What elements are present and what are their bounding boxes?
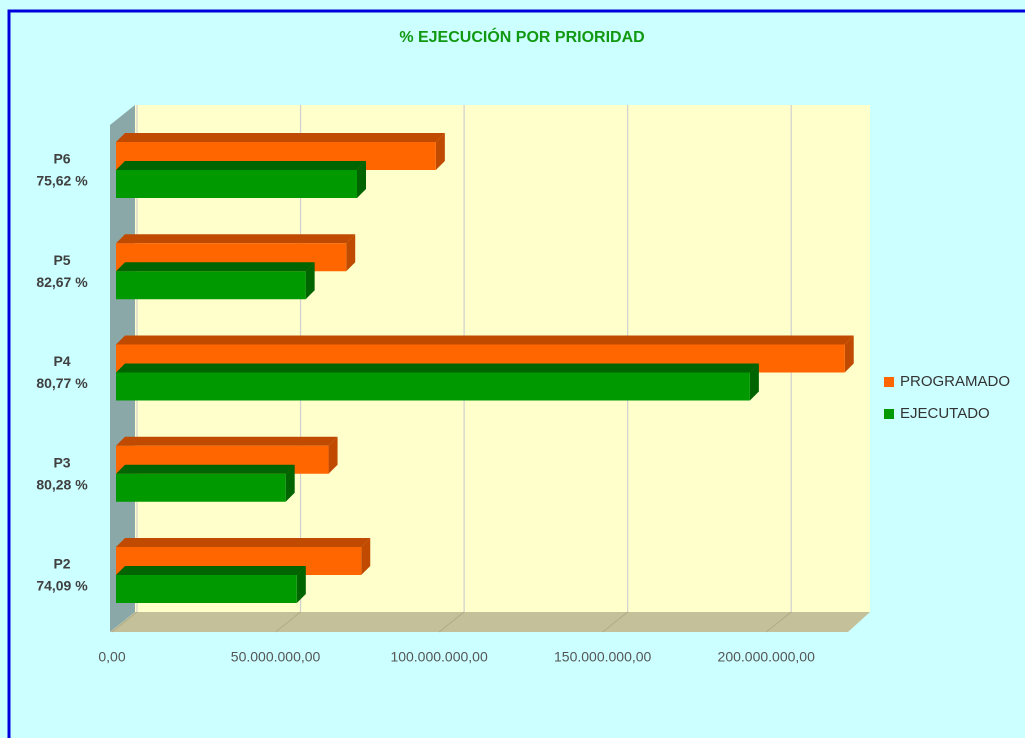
bar-side [844,335,854,373]
bar [116,372,750,401]
x-tick-label: 50.000.000,00 [231,649,321,665]
grid-line-floor [275,611,301,633]
bar-side [305,262,315,300]
bar [116,271,306,300]
legend-swatch [884,377,894,387]
chart-title: % EJECUCIÓN POR PRIORIDAD [399,27,644,46]
category-label: P5 [53,252,70,268]
bar-side [346,234,356,272]
bar-side [357,161,367,198]
bar-top [116,538,371,547]
bar [116,473,286,502]
bar-side [296,566,306,603]
category-label: P3 [53,454,70,470]
bar-side [749,363,759,401]
bar-top [116,566,306,575]
category-label: P4 [53,353,70,369]
x-tick-label: 200.000.000,00 [718,649,816,665]
bar-top [116,234,356,244]
bar-side [285,464,295,502]
bar-top [116,335,854,345]
category-label: P6 [53,151,70,167]
bar-side [328,436,338,474]
floor [110,612,870,632]
legend-swatch [884,409,894,419]
grid-line-floor [438,611,465,633]
bar-side [435,133,445,170]
bar-top [116,133,445,142]
category-sublabel: 74,09 % [36,578,88,594]
legend-label: EJECUTADO [900,405,990,422]
x-tick-label: 0,00 [98,649,125,665]
bar-top [116,262,315,272]
category-sublabel: 80,28 % [36,476,88,492]
x-tick-label: 150.000.000,00 [554,649,652,665]
frame [7,9,1025,738]
bar [116,170,358,198]
x-tick-label: 100.000.000,00 [390,649,488,665]
bar-top [116,161,367,170]
bar [116,575,297,603]
category-sublabel: 82,67 % [36,274,88,290]
grid-line-floor [111,611,138,633]
bar-side [361,538,371,575]
legend-label: PROGRAMADO [900,373,1010,390]
category-label: P2 [53,556,70,572]
bar-top [116,436,338,446]
bar-top [116,464,295,474]
grid-line-floor [765,611,792,633]
category-sublabel: 80,77 % [36,375,88,391]
grid-line-floor [602,611,628,633]
bar-top [116,363,759,373]
category-sublabel: 75,62 % [36,173,88,189]
bars [116,133,854,603]
